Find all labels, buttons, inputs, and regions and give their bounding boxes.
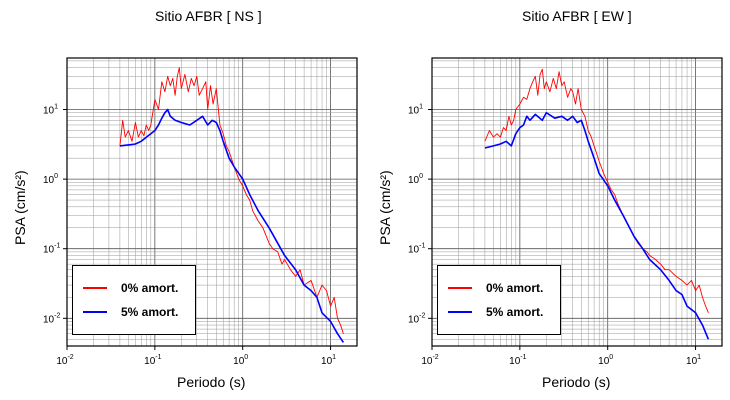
chart-panel-ew: 10-2 10-1 100 101 10-2 10-1 100 101 Sitio AFBR …: [365, 0, 730, 400]
grid-ns: [66, 58, 358, 347]
x-tick-label-ew-2: 100: [598, 354, 613, 367]
y-axis-label-ew: PSA (cm/s²): [377, 170, 393, 245]
y-tick-label-ns-3: 101: [43, 104, 58, 117]
legend-item-ew-0: 0% amort.: [448, 280, 543, 296]
x-tick-label-ns-3: 101: [321, 354, 336, 367]
legend-ew: 0% amort. 5% amort.: [437, 265, 561, 335]
y-tick-label-ns-0: 10-2: [43, 312, 60, 325]
legend-label-ns-0: 0% amort.: [121, 281, 179, 295]
legend-item-ew-1: 5% amort.: [448, 304, 543, 320]
legend-label-ew-0: 0% amort.: [486, 281, 544, 295]
x-axis-label-ns: Periodo (s): [177, 374, 246, 390]
x-tick-label-ew-3: 101: [686, 354, 701, 367]
y-tick-label-ns-1: 10-1: [43, 243, 60, 256]
plot-frame-ew: [431, 57, 723, 347]
y-tick-label-ew-3: 101: [408, 104, 423, 117]
legend-swatch-ns-0: [83, 287, 107, 289]
x-tick-label-ew-0: 10-2: [421, 354, 438, 367]
x-tick-label-ew-1: 10-1: [509, 354, 526, 367]
chart-title-ew: Sitio AFBR [ EW ]: [522, 8, 632, 24]
chart-panel-ns: 10-2 10-1 100 101 10-2 10-1 100 101 Sitio AFBR …: [12, 8, 358, 390]
x-axis-label-ew: Periodo (s): [542, 374, 611, 390]
legend-ns: 0% amort. 5% amort.: [72, 265, 196, 335]
legend-item-ns-1: 5% amort.: [83, 304, 178, 320]
legend-label-ew-1: 5% amort.: [486, 305, 544, 319]
y-tick-label-ns-2: 100: [43, 173, 58, 186]
legend-label-ns-1: 5% amort.: [121, 305, 179, 319]
legend-swatch-ns-1: [83, 311, 107, 313]
series-line-ns-1: [119, 108, 345, 343]
y-tick-label-ew-0: 10-2: [408, 312, 425, 325]
x-tick-label-ns-2: 100: [233, 354, 248, 367]
grid-ew: [431, 58, 723, 347]
series-line-ns-0: [119, 67, 344, 334]
y-tick-label-ew-1: 10-1: [408, 243, 425, 256]
plot-frame-ns: [66, 57, 358, 347]
y-axis-label-ns: PSA (cm/s²): [12, 170, 28, 245]
x-tick-label-ns-0: 10-2: [56, 354, 73, 367]
chart-title-ns: Sitio AFBR [ NS ]: [155, 8, 262, 24]
chart-svg-ew: 10-2 10-1 100 101 10-2 10-1 100 101: [408, 57, 723, 367]
legend-swatch-ew-1: [448, 311, 472, 313]
series-line-ew-1: [484, 111, 710, 340]
y-tick-label-ew-2: 100: [408, 173, 423, 186]
legend-swatch-ew-0: [448, 287, 472, 289]
series-line-ew-0: [484, 68, 709, 313]
legend-item-ns-0: 0% amort.: [83, 280, 178, 296]
x-tick-label-ns-1: 10-1: [144, 354, 161, 367]
chart-svg-ns: 10-2 10-1 100 101 10-2 10-1 100 101: [43, 57, 358, 367]
